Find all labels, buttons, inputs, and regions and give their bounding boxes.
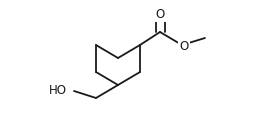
Text: HO: HO (49, 83, 67, 96)
Text: O: O (155, 8, 165, 21)
Text: O: O (179, 40, 188, 53)
